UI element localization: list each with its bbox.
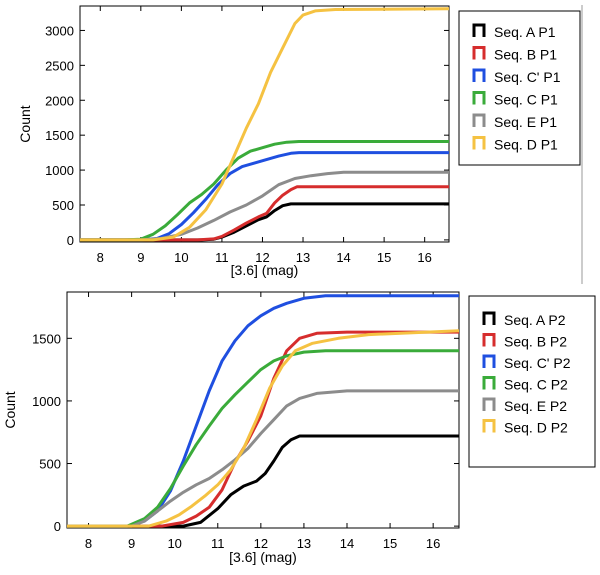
x-tick-label: 13 bbox=[297, 536, 311, 551]
legend-swatch bbox=[472, 46, 486, 60]
y-tick-label: 2500 bbox=[45, 58, 74, 73]
x-tick-label: 12 bbox=[254, 536, 268, 551]
x-axis-label: [3.6] (mag) bbox=[231, 262, 299, 278]
x-tick-label: 14 bbox=[340, 536, 354, 551]
legend-label: Seq. B P2 bbox=[504, 334, 567, 350]
top-panel: 8 9 10 11 12 13 14 15 16 0 500 1000 1500 2000 2500 3000… bbox=[17, 5, 581, 278]
series-line-4 bbox=[80, 140, 449, 242]
bottom-panel: 8 9 10 11 12 13 14 15 16 0 500 1000 1500 [3.6] (mag) C… bbox=[2, 291, 596, 565]
x-tick-label: 9 bbox=[137, 250, 144, 265]
legend-label: Seq. E P2 bbox=[504, 398, 567, 414]
legend-label: Seq. E P1 bbox=[494, 114, 557, 130]
legend-swatch bbox=[472, 136, 486, 150]
x-tick-label: 8 bbox=[97, 250, 104, 265]
series-line-2 bbox=[80, 185, 449, 242]
legend-swatch bbox=[482, 311, 496, 325]
x-tick-label: 9 bbox=[128, 536, 135, 551]
y-tick-label: 500 bbox=[39, 457, 61, 472]
legend-swatch bbox=[482, 376, 496, 390]
plot-frame bbox=[79, 5, 450, 243]
legend-label: Seq. A P1 bbox=[494, 24, 556, 40]
y-tick-label: 1500 bbox=[32, 331, 61, 346]
x-tick-label: 14 bbox=[336, 250, 350, 265]
x-tick-label: 13 bbox=[296, 250, 310, 265]
x-tick-label: 16 bbox=[426, 536, 440, 551]
y-tick-label: 1500 bbox=[45, 128, 74, 143]
legend-swatch bbox=[472, 68, 486, 82]
legend-swatch bbox=[482, 397, 496, 411]
x-tick-label: 10 bbox=[167, 536, 181, 551]
y-tick-label: 0 bbox=[67, 233, 74, 248]
legend-swatch bbox=[482, 419, 496, 433]
legend-label: Seq. D P2 bbox=[504, 420, 568, 436]
legend-box bbox=[458, 10, 581, 166]
x-tick-label: 15 bbox=[383, 536, 397, 551]
legend-swatch bbox=[482, 333, 496, 347]
series-line-6 bbox=[80, 7, 449, 242]
legend-swatch bbox=[472, 23, 486, 37]
y-axis-label: Count bbox=[17, 105, 33, 142]
y-tick-label: 500 bbox=[52, 198, 74, 213]
y-tick-label: 1000 bbox=[32, 394, 61, 409]
legend-label: Seq. C P1 bbox=[494, 92, 558, 108]
x-tick-label: 12 bbox=[255, 250, 269, 265]
series-line-1 bbox=[80, 202, 449, 242]
plot-frame bbox=[66, 291, 460, 529]
x-tick-label: 15 bbox=[377, 250, 391, 265]
legend-swatch bbox=[482, 354, 496, 368]
y-tick-label: 2000 bbox=[45, 93, 74, 108]
x-tick-label: 8 bbox=[85, 536, 92, 551]
legend-label: Seq. D P1 bbox=[494, 137, 558, 153]
legend-label: Seq. B P1 bbox=[494, 47, 557, 63]
x-tick-label: 11 bbox=[215, 250, 229, 265]
legend-label: Seq. A P2 bbox=[504, 312, 566, 328]
series-line-4 bbox=[67, 349, 459, 528]
y-tick-label: 3000 bbox=[45, 23, 74, 38]
legend-box bbox=[468, 295, 596, 468]
x-tick-label: 16 bbox=[417, 250, 431, 265]
x-axis-label: [3.6] (mag) bbox=[229, 549, 297, 565]
series-line-5 bbox=[67, 389, 459, 528]
legend-label: Seq. C P2 bbox=[504, 377, 568, 393]
series-line-6 bbox=[67, 329, 459, 528]
legend-swatch bbox=[472, 91, 486, 105]
series-line-5 bbox=[80, 170, 449, 242]
y-tick-label: 0 bbox=[54, 519, 61, 534]
y-axis-label: Count bbox=[2, 391, 18, 428]
x-tick-label: 10 bbox=[174, 250, 188, 265]
legend-swatch bbox=[472, 113, 486, 127]
x-tick-label: 11 bbox=[211, 536, 225, 551]
legend-label: Seq. C' P2 bbox=[504, 355, 571, 371]
y-tick-label: 1000 bbox=[45, 163, 74, 178]
legend-label: Seq. C' P1 bbox=[494, 69, 561, 85]
series-line-1 bbox=[67, 434, 459, 528]
